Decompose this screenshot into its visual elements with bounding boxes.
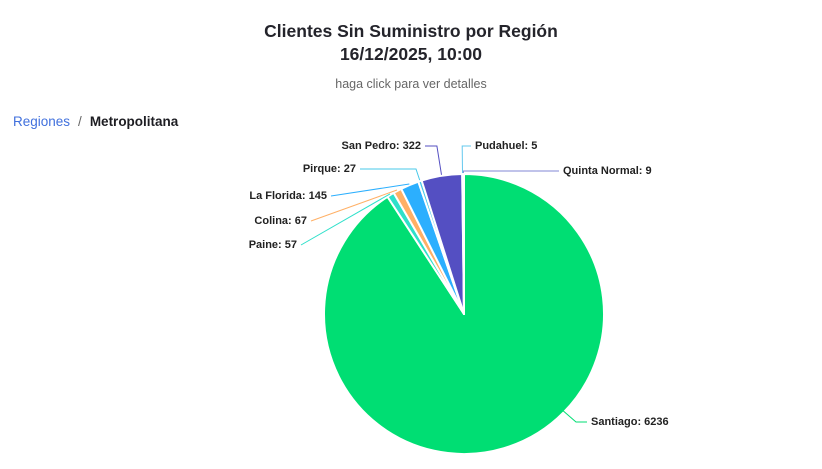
breadcrumb: Regiones / Metropolitana — [13, 114, 178, 129]
label-connector-santiago — [552, 401, 587, 423]
slice-label-san-pedro[interactable]: San Pedro: 322 — [341, 140, 421, 152]
slice-label-pirque[interactable]: Pirque: 27 — [302, 163, 356, 175]
slice-label-pudahuel[interactable]: Pudahuel: 5 — [475, 140, 538, 152]
slice-label-quinta-normal[interactable]: Quinta Normal: 9 — [563, 165, 652, 177]
pie-slice-quinta-normal[interactable] — [461, 172, 465, 315]
slice-label-la-florida[interactable]: La Florida: 145 — [249, 190, 327, 202]
label-connector-quinta-normal — [462, 170, 559, 173]
label-connector-san-pedro — [425, 145, 442, 175]
chart-subtitle: haga click para ver detalles — [335, 77, 487, 91]
slice-label-santiago[interactable]: Santiago: 6236 — [591, 416, 669, 428]
label-connector-paine — [300, 193, 391, 246]
chart-title-line1: Clientes Sin Suministro por Región — [264, 21, 558, 41]
breadcrumb-current-region: Metropolitana — [89, 114, 179, 129]
chart-title: Clientes Sin Suministro por Región 16/12… — [0, 20, 822, 66]
label-connector-pudahuel — [461, 145, 471, 174]
breadcrumb-link-regiones[interactable]: Regiones — [13, 114, 71, 129]
slice-label-paine[interactable]: Paine: 57 — [248, 239, 297, 251]
label-connector-la-florida — [330, 183, 410, 197]
label-connector-colina — [310, 189, 398, 222]
label-connector-pirque — [360, 168, 421, 181]
slice-label-colina[interactable]: Colina: 67 — [254, 215, 307, 227]
breadcrumb-separator: / — [78, 114, 82, 129]
chart-title-line2: 16/12/2025, 10:00 — [339, 44, 483, 64]
